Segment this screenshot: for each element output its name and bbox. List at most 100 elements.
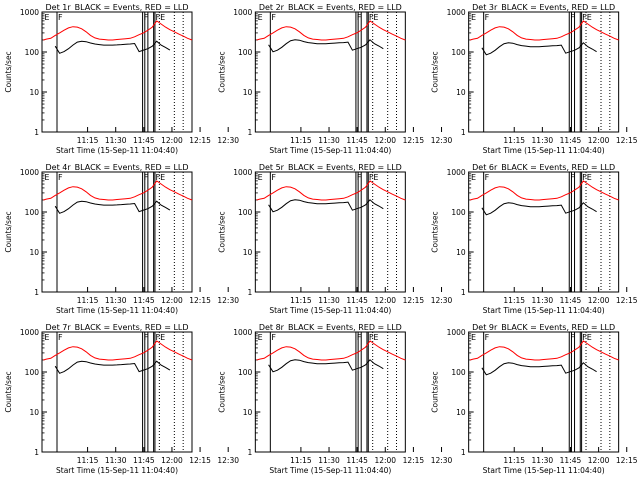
y-tick-label: 10	[456, 248, 466, 257]
y-tick-label: 100	[451, 48, 466, 57]
x-tick-label: 11:45	[346, 456, 368, 465]
y-tick-label: 1000	[20, 8, 39, 17]
chart-panel-6: Det 6r_BLACK = Events, RED = LLD 1 10 100 10…	[431, 163, 638, 315]
events-series-line	[481, 362, 597, 376]
chart-panel-2: Det 2r_BLACK = Events, RED = LLD 1 10 100 10…	[217, 3, 452, 155]
events-series-line	[268, 39, 384, 53]
chart-title: Det 9r_BLACK = Events, RED = LLD	[472, 323, 615, 332]
flag-marker: E	[258, 13, 263, 22]
x-tick-label: 11:30	[105, 296, 127, 305]
plot-frame	[254, 171, 406, 293]
y-tick-label: 10	[456, 88, 466, 97]
y-tick-label: 10	[243, 408, 253, 417]
x-tick-label: 11:15	[77, 136, 99, 145]
x-tick-label: 11:45	[133, 136, 155, 145]
flag-marker: E	[258, 173, 263, 182]
x-tick-label: 12:30	[431, 456, 453, 465]
x-tick-label: 11:15	[290, 456, 312, 465]
x-axis-label: Start Time (15-Sep-11 11:04:40)	[483, 466, 605, 475]
flag-marker: FE	[582, 13, 592, 22]
x-tick-label: 12:15	[189, 456, 211, 465]
y-tick-label: 1	[461, 128, 466, 137]
x-tick-label: 12:15	[403, 136, 425, 145]
x-tick-label: 12:00	[374, 136, 396, 145]
y-tick-label: 1	[34, 288, 39, 297]
x-tick-label: 11:15	[290, 296, 312, 305]
chart-title: Det 1r_BLACK = Events, RED = LLD	[45, 3, 188, 12]
plot-frame	[41, 171, 193, 293]
y-axis-label: Counts/sec	[431, 211, 440, 252]
lld-series-line	[43, 340, 193, 361]
y-axis-label: Counts/sec	[217, 371, 226, 412]
flag-marker: E	[471, 13, 476, 22]
flag-marker: FE	[156, 173, 166, 182]
y-axis-label: Counts/sec	[431, 371, 440, 412]
events-series-line	[268, 359, 384, 373]
x-tick-label: 11:15	[77, 456, 99, 465]
x-tick-label: 12:15	[616, 136, 638, 145]
events-series-line	[54, 40, 171, 54]
flag-marker: F	[357, 13, 362, 22]
flag-marker: F	[144, 333, 149, 342]
y-tick-label: 100	[238, 48, 253, 57]
x-tick-label: 12:30	[217, 456, 239, 465]
flag-marker: F	[58, 173, 63, 182]
x-axis-label: Start Time (15-Sep-11 11:04:40)	[56, 306, 178, 315]
chart-title: Det 7r_BLACK = Events, RED = LLD	[45, 323, 188, 332]
x-tick-label: 11:45	[346, 296, 368, 305]
x-tick-label: 12:30	[431, 296, 453, 305]
chart-panel-9: Det 9r_BLACK = Events, RED = LLD 1 10 100 10…	[431, 323, 638, 475]
plot-frame	[254, 331, 406, 453]
chart-title: Det 3r_BLACK = Events, RED = LLD	[472, 3, 615, 12]
x-tick-label: 12:15	[616, 296, 638, 305]
x-axis-label: Start Time (15-Sep-11 11:04:40)	[269, 466, 391, 475]
x-tick-label: 11:30	[532, 136, 554, 145]
flag-marker: FE	[369, 173, 379, 182]
x-tick-label: 12:15	[403, 456, 425, 465]
plot-frame	[254, 11, 406, 133]
flag-marker: E	[44, 13, 49, 22]
y-tick-label: 1	[34, 128, 39, 137]
x-tick-label: 11:45	[346, 136, 368, 145]
events-series-line	[481, 42, 597, 56]
y-tick-label: 100	[25, 208, 40, 217]
x-tick-label: 12:30	[217, 136, 239, 145]
chart-title: Det 5r_BLACK = Events, RED = LLD	[259, 163, 402, 172]
x-tick-label: 11:30	[532, 456, 554, 465]
x-tick-label: 12:00	[161, 296, 183, 305]
x-tick-label: 11:30	[105, 456, 127, 465]
y-axis-label: Counts/sec	[4, 211, 13, 252]
x-tick-label: 11:45	[133, 456, 155, 465]
flag-marker: F	[570, 13, 575, 22]
x-axis-label: Start Time (15-Sep-11 11:04:40)	[269, 146, 391, 155]
x-tick-label: 11:15	[503, 296, 525, 305]
chart-title: Det 6r_BLACK = Events, RED = LLD	[472, 163, 615, 172]
y-tick-label: 1	[461, 448, 466, 457]
y-axis-label: Counts/sec	[217, 51, 226, 92]
y-tick-label: 10	[456, 408, 466, 417]
x-tick-label: 12:15	[189, 136, 211, 145]
flag-marker: F	[58, 13, 63, 22]
flag-marker: F	[144, 173, 149, 182]
x-tick-label: 11:30	[318, 296, 340, 305]
x-tick-label: 11:30	[532, 296, 554, 305]
x-tick-label: 11:30	[318, 136, 340, 145]
flag-marker: F	[271, 173, 276, 182]
y-axis-label: Counts/sec	[217, 211, 226, 252]
x-tick-label: 12:15	[616, 456, 638, 465]
plot-frame	[41, 331, 193, 453]
flag-marker: FE	[156, 13, 166, 22]
y-tick-label: 100	[25, 48, 40, 57]
y-tick-label: 1	[248, 128, 253, 137]
flag-marker: E	[44, 173, 49, 182]
flag-marker: FE	[369, 13, 379, 22]
flag-marker: F	[485, 173, 490, 182]
events-series-line	[54, 200, 171, 214]
plot-frame	[468, 171, 620, 293]
y-tick-label: 100	[451, 368, 466, 377]
x-axis-label: Start Time (15-Sep-11 11:04:40)	[269, 306, 391, 315]
flag-marker: FE	[369, 333, 379, 342]
x-tick-label: 11:15	[503, 456, 525, 465]
x-tick-label: 12:00	[588, 456, 610, 465]
